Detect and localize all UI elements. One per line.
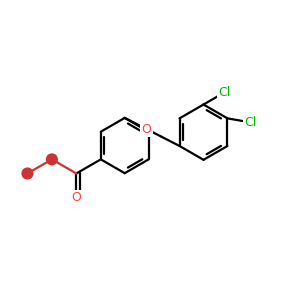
Text: O: O [142, 123, 152, 136]
Text: O: O [71, 191, 81, 204]
Circle shape [22, 168, 33, 179]
Circle shape [46, 154, 57, 165]
Text: Cl: Cl [245, 116, 257, 129]
Text: Cl: Cl [218, 86, 230, 99]
